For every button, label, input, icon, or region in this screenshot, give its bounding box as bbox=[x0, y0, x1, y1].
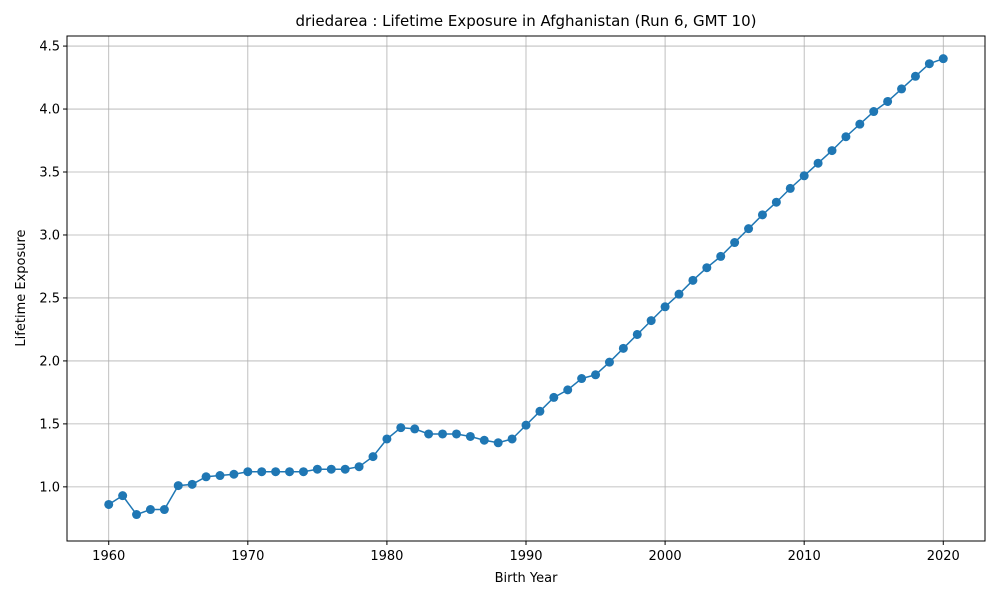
data-point bbox=[674, 289, 684, 299]
x-tick-label: 2020 bbox=[927, 549, 960, 564]
data-point bbox=[104, 499, 114, 509]
data-point bbox=[424, 429, 434, 439]
data-point bbox=[716, 251, 726, 261]
data-point bbox=[591, 370, 601, 380]
y-tick-label: 2.5 bbox=[39, 291, 60, 306]
data-point bbox=[493, 438, 503, 448]
data-point bbox=[340, 464, 350, 474]
data-point bbox=[312, 464, 322, 474]
data-point bbox=[577, 374, 587, 384]
data-point bbox=[841, 132, 851, 142]
x-axis-ticks: 1960 1970 1980 1990 2000 2010 2020 bbox=[92, 541, 960, 564]
data-point bbox=[118, 491, 128, 501]
y-tick-label: 3.0 bbox=[39, 228, 60, 243]
data-point bbox=[396, 423, 406, 433]
data-point bbox=[159, 505, 169, 515]
data-point bbox=[507, 434, 517, 444]
y-axis-label: Lifetime Exposure bbox=[14, 229, 29, 346]
y-tick-label: 3.5 bbox=[39, 166, 60, 181]
data-point bbox=[730, 238, 740, 248]
series-layer bbox=[104, 54, 948, 520]
data-point bbox=[368, 452, 378, 462]
data-point bbox=[298, 467, 308, 477]
data-point bbox=[618, 343, 628, 353]
data-point bbox=[869, 107, 879, 117]
data-point bbox=[285, 467, 295, 477]
data-point bbox=[271, 467, 281, 477]
y-tick-label: 4.0 bbox=[39, 103, 60, 118]
data-point bbox=[451, 429, 461, 439]
data-point bbox=[465, 431, 475, 441]
data-point bbox=[632, 329, 642, 339]
y-axis-ticks: 1.0 1.5 2.0 2.5 3.0 3.5 4.0 4.5 bbox=[39, 40, 67, 495]
data-point bbox=[326, 464, 336, 474]
data-point bbox=[257, 467, 267, 477]
y-tick-label: 1.0 bbox=[39, 480, 60, 495]
data-point bbox=[479, 435, 489, 445]
x-tick-label: 1990 bbox=[509, 549, 542, 564]
data-point bbox=[771, 197, 781, 207]
data-point bbox=[173, 481, 183, 491]
data-point bbox=[883, 96, 893, 106]
data-point bbox=[354, 462, 364, 472]
y-tick-label: 1.5 bbox=[39, 417, 60, 432]
x-axis-label: Birth Year bbox=[495, 571, 559, 586]
data-point bbox=[897, 84, 907, 94]
data-point bbox=[646, 316, 656, 326]
data-point bbox=[744, 224, 754, 234]
x-tick-label: 2000 bbox=[649, 549, 682, 564]
chart-title: driedarea : Lifetime Exposure in Afghani… bbox=[296, 12, 757, 30]
grid bbox=[67, 36, 985, 541]
data-point bbox=[535, 406, 545, 416]
data-point bbox=[813, 158, 823, 168]
data-point bbox=[924, 59, 934, 69]
data-point bbox=[549, 392, 559, 402]
data-point bbox=[688, 275, 698, 285]
data-point bbox=[702, 263, 712, 273]
x-tick-label: 1970 bbox=[231, 549, 264, 564]
data-point bbox=[438, 429, 448, 439]
data-point bbox=[382, 434, 392, 444]
x-tick-label: 1980 bbox=[370, 549, 403, 564]
data-point bbox=[145, 505, 155, 515]
x-tick-label: 1960 bbox=[92, 549, 125, 564]
data-point bbox=[757, 210, 767, 220]
data-point bbox=[799, 171, 809, 181]
data-point bbox=[187, 479, 197, 489]
y-tick-label: 2.0 bbox=[39, 354, 60, 369]
data-point bbox=[827, 146, 837, 156]
data-point bbox=[785, 183, 795, 193]
data-point bbox=[938, 54, 948, 64]
data-point bbox=[201, 472, 211, 482]
y-tick-label: 4.5 bbox=[39, 40, 60, 55]
data-point bbox=[410, 424, 420, 434]
data-point bbox=[563, 385, 573, 395]
data-point bbox=[910, 71, 920, 81]
data-point bbox=[243, 467, 253, 477]
data-point bbox=[132, 510, 142, 520]
x-tick-label: 2010 bbox=[788, 549, 821, 564]
data-point bbox=[604, 357, 614, 367]
data-point bbox=[660, 302, 670, 312]
data-point bbox=[521, 420, 531, 430]
data-point bbox=[229, 469, 239, 479]
data-point bbox=[855, 119, 865, 129]
data-point bbox=[215, 471, 225, 481]
